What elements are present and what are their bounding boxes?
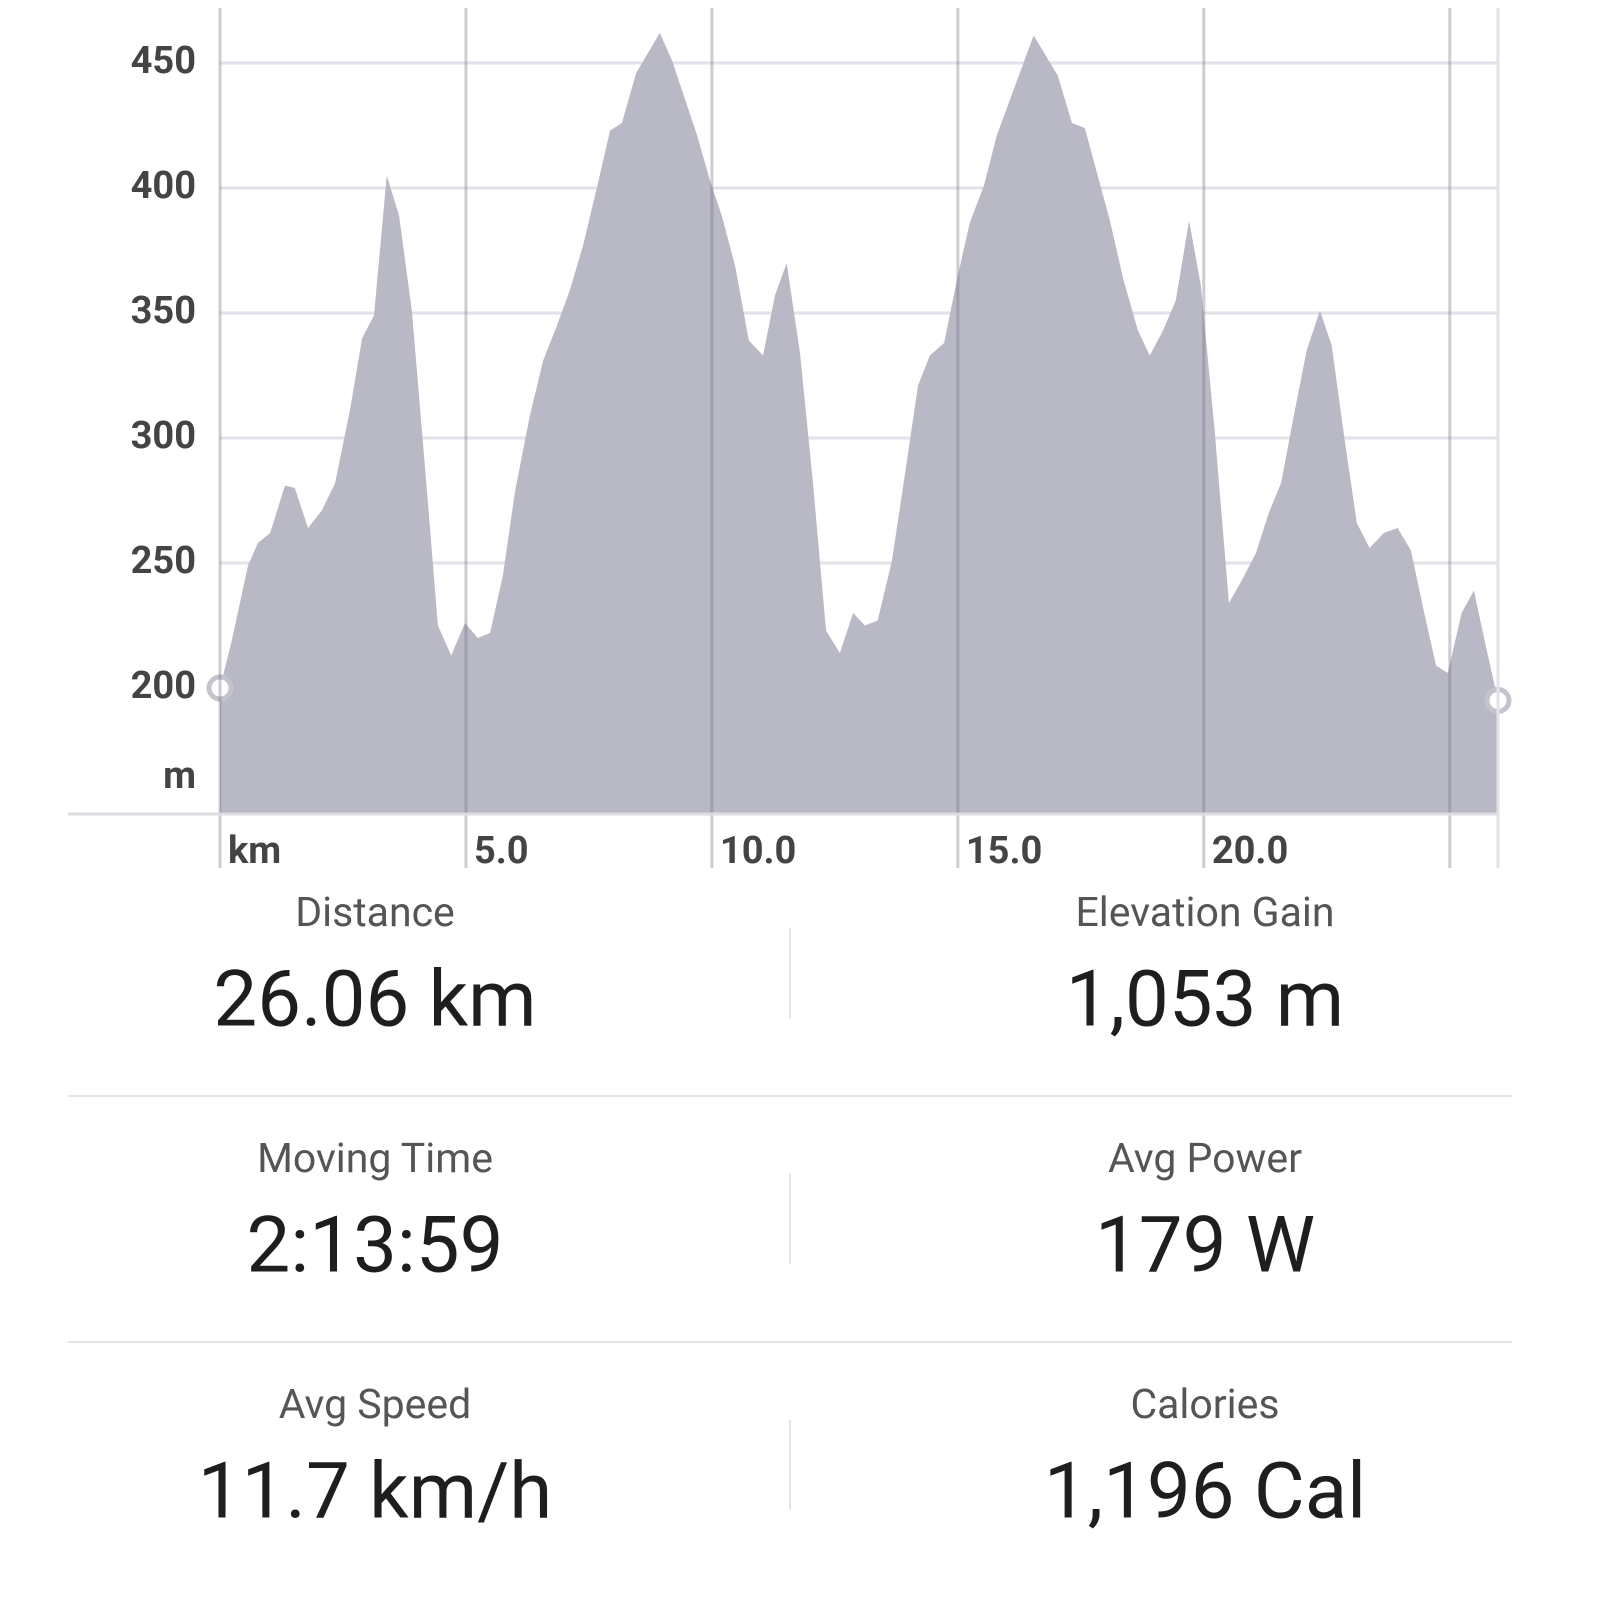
stat-value: 179 W [1095,1201,1315,1292]
stat-label: Distance [295,889,455,937]
stat-value: 1,196 Cal [1044,1447,1366,1538]
stat-label: Avg Speed [279,1381,472,1429]
x-tick-label: 15.0 [966,829,1042,873]
x-tick-label: 5.0 [474,829,529,873]
stat-label: Elevation Gain [1075,889,1334,937]
stat-value: 2:13:59 [247,1201,504,1292]
y-tick-label: 250 [131,539,196,583]
stat-label: Moving Time [257,1135,493,1183]
stat-value: 11.7 km/h [198,1447,553,1538]
stat-value: 26.06 km [213,955,536,1046]
stat-label: Avg Power [1108,1135,1302,1183]
elevation-area [220,33,1498,813]
range-handle [206,674,234,702]
x-tick-label: km [228,829,281,873]
y-unit-label: m [163,754,196,798]
stat-value: 1,053 m [1066,955,1344,1046]
y-tick-label: 300 [131,414,196,458]
x-tick-label: 20.0 [1212,829,1288,873]
x-tick-label: 10.0 [720,829,796,873]
y-tick-label: 450 [131,39,196,83]
stat-label: Calories [1130,1381,1279,1429]
y-tick-label: 400 [131,164,196,208]
y-tick-label: 350 [131,289,196,333]
y-tick-label: 200 [131,664,196,708]
